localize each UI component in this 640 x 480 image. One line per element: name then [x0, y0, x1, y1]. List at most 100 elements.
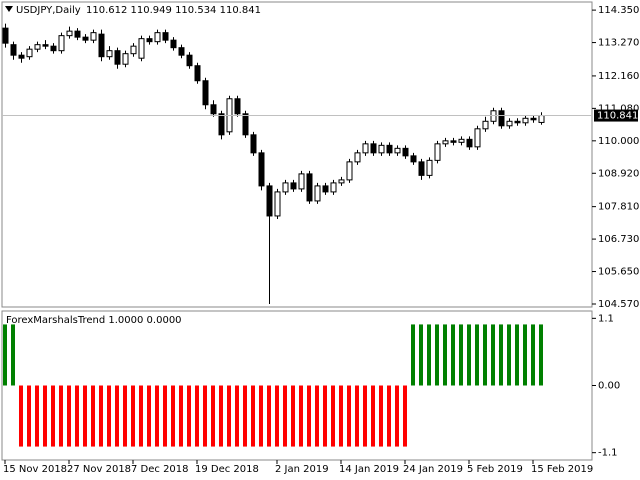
histogram-bar	[131, 385, 135, 447]
y-tick-label: 105.650	[598, 267, 639, 278]
candle-body	[354, 152, 361, 163]
candle-body	[42, 44, 49, 47]
x-tick-label: 27 Nov 2018	[67, 464, 131, 475]
histogram-bar	[91, 385, 95, 447]
histogram-bar	[11, 324, 15, 386]
price-tag-label: 110.841	[597, 111, 638, 122]
histogram-bar	[363, 385, 367, 447]
histogram-bar	[459, 324, 463, 386]
candle-body	[346, 161, 353, 181]
y-tick-label: -1.1	[598, 448, 618, 459]
candle-body	[330, 182, 337, 193]
candle-body	[306, 173, 313, 202]
histogram-bar	[147, 385, 151, 447]
histogram-bar	[123, 385, 127, 447]
indicator-title: ForexMarshalsTrend 1.0000 0.0000	[6, 315, 182, 326]
histogram-bar	[515, 324, 519, 386]
histogram-bar	[283, 385, 287, 447]
candle-body	[34, 44, 41, 50]
histogram-bar	[267, 385, 271, 447]
histogram-bar	[307, 385, 311, 447]
histogram-bar	[155, 385, 159, 447]
candle-body	[442, 140, 449, 145]
histogram-bar	[379, 385, 383, 447]
histogram-bar	[67, 385, 71, 447]
x-tick-label: 7 Dec 2018	[131, 464, 189, 475]
candle-body	[50, 45, 57, 52]
candle-body	[338, 179, 345, 184]
histogram-bar	[339, 385, 343, 447]
ohlc-label: 110.612 110.949 110.534 110.841	[86, 5, 261, 16]
histogram-bar	[483, 324, 487, 386]
candle-body	[418, 161, 425, 176]
x-tick-label: 2 Jan 2019	[275, 464, 329, 475]
histogram-bar	[171, 385, 175, 447]
candle-body	[266, 185, 273, 217]
candle-body	[66, 30, 73, 37]
histogram-bar	[259, 385, 263, 447]
histogram-bar	[195, 385, 199, 447]
histogram-bar	[163, 385, 167, 447]
histogram-bar	[83, 385, 87, 447]
histogram-bar	[27, 385, 31, 447]
indicator-panel	[1, 310, 593, 461]
histogram-bar	[291, 385, 295, 447]
candle-body	[162, 32, 169, 41]
histogram-bar	[59, 385, 63, 447]
x-tick-label: 19 Dec 2018	[195, 464, 259, 475]
histogram-bar	[43, 385, 47, 447]
histogram-bar	[227, 385, 231, 447]
histogram-bar	[315, 385, 319, 447]
histogram-bar	[75, 385, 79, 447]
candle-body	[234, 98, 241, 115]
candle-body	[426, 159, 433, 176]
y-tick-label: 111.080	[598, 103, 639, 114]
candle-body	[522, 117, 529, 124]
histogram-bar	[19, 385, 23, 447]
histogram-bar	[51, 385, 55, 447]
histogram-bar	[323, 385, 327, 447]
candle-body	[434, 143, 441, 161]
histogram-bar	[187, 385, 191, 447]
candle-body	[58, 35, 65, 52]
chart-title: USDJPY,Daily	[16, 5, 81, 16]
candle-body	[74, 30, 81, 38]
candle-body	[394, 147, 401, 154]
candle-body	[290, 182, 297, 190]
histogram-bar	[427, 324, 431, 386]
candle-body	[90, 32, 97, 41]
histogram-bar	[179, 385, 183, 447]
histogram-bar	[275, 385, 279, 447]
candle-body	[514, 120, 521, 124]
candle-body	[122, 53, 129, 65]
candle-body	[178, 47, 185, 56]
candle-body	[242, 113, 249, 136]
histogram-bar	[235, 385, 239, 447]
candle-body	[10, 44, 17, 56]
y-tick-label: 113.270	[598, 38, 639, 49]
candle-body	[466, 138, 473, 148]
histogram-bar	[443, 324, 447, 386]
histogram-bar	[371, 385, 375, 447]
histogram-bar	[435, 324, 439, 386]
x-tick-label: 15 Nov 2018	[3, 464, 67, 475]
histogram-bar	[499, 324, 503, 386]
candle-body	[274, 191, 281, 217]
histogram-bar	[299, 385, 303, 447]
candle-body	[18, 54, 25, 59]
histogram-bar	[451, 324, 455, 386]
y-tick-label: 104.570	[598, 299, 639, 310]
y-tick-label: 108.920	[598, 168, 639, 179]
candle-body	[538, 115, 545, 123]
histogram-bar	[387, 385, 391, 447]
candle-body	[530, 117, 537, 121]
x-tick-label: 15 Feb 2019	[531, 464, 593, 475]
histogram-bar	[419, 324, 423, 386]
histogram-bar	[403, 385, 407, 447]
candle-body	[298, 173, 305, 190]
histogram-bar	[107, 385, 111, 447]
candle-body	[378, 144, 385, 154]
candle-body	[498, 110, 505, 127]
histogram-bar	[507, 324, 511, 386]
x-tick-label: 14 Jan 2019	[339, 464, 399, 475]
